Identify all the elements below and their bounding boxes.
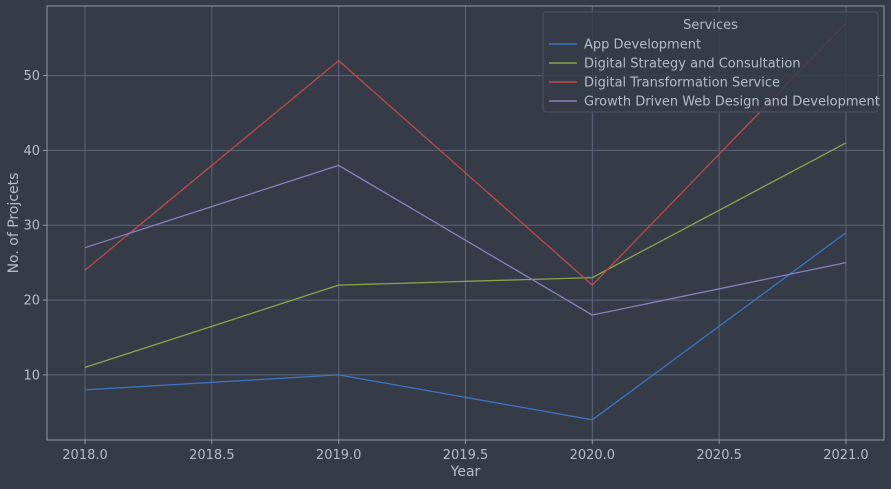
y-tick-label: 40 [23, 144, 40, 159]
legend-label: Digital Transformation Service [584, 76, 780, 91]
y-tick-label: 10 [23, 368, 40, 383]
y-axis-label: No. of Projcets [6, 173, 22, 274]
series-line-3 [84, 22, 847, 286]
legend-label: App Development [584, 38, 701, 53]
x-tick-label: 2020.0 [570, 448, 616, 463]
x-axis-ticks: 2018.0 2018.5 2019.0 2019.5 2020.0 2020.5 2021… [62, 440, 869, 463]
legend-box [542, 11, 879, 113]
legend-title: Services [683, 18, 738, 33]
y-tick-label: 20 [23, 294, 40, 309]
y-axis-ticks: 10 20 30 40 50 [23, 69, 47, 383]
x-tick-label: 2018.0 [62, 448, 108, 463]
legend-items: App Development Digital Strategy and Cons… [549, 38, 880, 110]
legend-label: Digital Strategy and Consultation [584, 57, 801, 72]
series-lines [84, 22, 847, 421]
x-tick-label: 2018.5 [189, 448, 235, 463]
legend: Services App Development Digital Strategy… [542, 11, 880, 113]
x-tick-label: 2020.5 [696, 448, 742, 463]
x-tick-label: 2019.0 [316, 448, 362, 463]
x-axis-label: Year [450, 464, 481, 480]
x-tick-label: 2019.5 [443, 448, 489, 463]
series-line-1 [85, 232, 847, 421]
series-line-2 [84, 142, 847, 369]
y-tick-label: 50 [23, 69, 40, 84]
x-tick-label: 2021.0 [823, 448, 869, 463]
y-tick-label: 30 [23, 219, 40, 234]
legend-label: Growth Driven Web Design and Development [584, 95, 880, 110]
series-line-4 [84, 164, 847, 316]
